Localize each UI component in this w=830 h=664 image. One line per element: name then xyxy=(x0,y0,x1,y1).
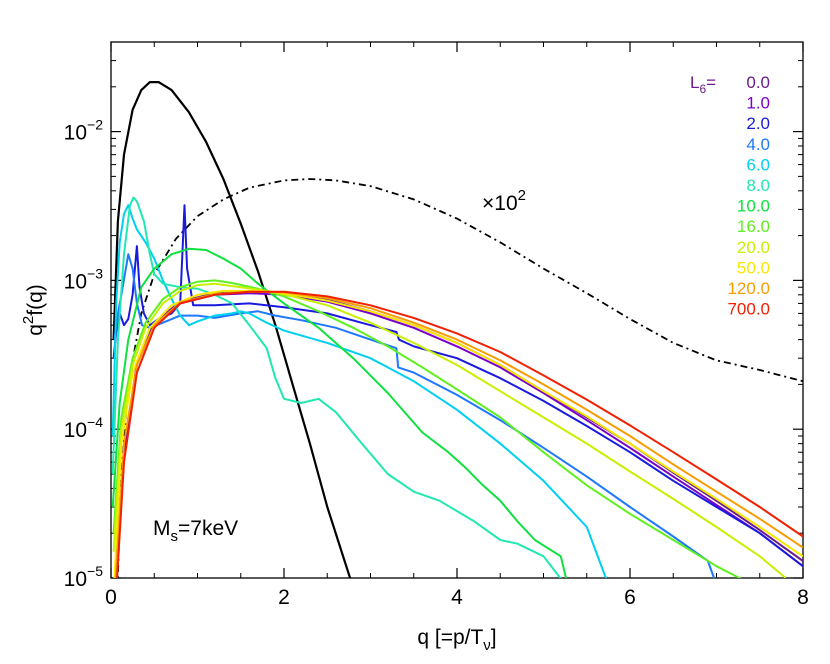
x-tick-label: 4 xyxy=(451,586,463,609)
series-line-L6-16.0 xyxy=(112,279,742,578)
legend-entry: 4.0 xyxy=(746,135,770,154)
legend-entries: 0.0 1.02.0 4.06.0 8.0 10.016.0 20.050.0 120.0 7… xyxy=(727,73,770,319)
x-tick-label: 2 xyxy=(278,586,290,609)
x-axis-title-end: ] xyxy=(491,626,497,649)
legend-entry: 0.0 xyxy=(746,73,770,92)
series-line-L6-8.0 xyxy=(111,196,562,578)
series-line-L6-700.0 xyxy=(116,290,803,578)
legend-entry: 16.0 xyxy=(737,217,770,236)
y-tick-label: 10−2 xyxy=(64,117,104,145)
legend-entry: 20.0 xyxy=(737,238,770,257)
series-line-L6-50.0 xyxy=(113,289,803,578)
y-tick-label: 10−4 xyxy=(64,414,104,442)
y-axis-title-sup: 2 xyxy=(20,316,37,324)
mass-value: =7keV xyxy=(178,517,238,540)
legend-entry: 120.0 xyxy=(727,279,770,298)
legend-entry: 1.0 xyxy=(746,94,770,113)
multiplier-symbol: × xyxy=(482,192,494,215)
series-group xyxy=(111,81,803,578)
series-line-L6-20.0 xyxy=(112,282,787,578)
y-tick-label: 10−5 xyxy=(64,563,104,591)
mass-sub: s xyxy=(171,528,179,545)
x-axis-title: q [=p/Tν] xyxy=(417,626,496,654)
legend-entry: 6.0 xyxy=(746,155,770,174)
y-tick-label: 10−3 xyxy=(64,265,104,293)
legend-title: L6= xyxy=(690,73,716,96)
legend-entry: 700.0 xyxy=(727,300,770,319)
mass-prefix: M xyxy=(153,517,171,540)
x-axis-title-sub: ν xyxy=(483,637,491,654)
legend-title-sub: 6 xyxy=(699,82,706,96)
legend-entry: 50.0 xyxy=(737,258,770,277)
x-tick-label: 8 xyxy=(797,586,809,609)
multiplier-base: 10 xyxy=(494,192,517,215)
series-line-L6-10.0 xyxy=(111,247,568,578)
legend-entry: 8.0 xyxy=(746,176,770,195)
y-axis-title: q2f(q) xyxy=(20,284,47,336)
y-axis-title-main: q xyxy=(24,324,47,336)
series-line-L6-120.0 xyxy=(114,290,803,578)
mass-annotation: Ms=7keV xyxy=(153,517,238,545)
y-axis-title-end: f(q) xyxy=(24,284,47,316)
series-line-L6-4.0 xyxy=(113,253,716,578)
series-line-black xyxy=(112,81,352,578)
multiplier-exp: 2 xyxy=(518,187,526,204)
x-tick-label: 0 xyxy=(105,586,117,609)
legend-title-main: L xyxy=(690,73,699,92)
x-tick-label: 6 xyxy=(624,586,636,609)
axis-ticks: 0 2 4 6 8 10−2 10−3 10−4 10−5 xyxy=(64,41,809,609)
legend-title-end: = xyxy=(706,73,716,92)
legend: L6= 0.0 1.02.0 4.06.0 8.0 10.016.0 20.050.0 12… xyxy=(690,73,770,319)
x-axis-title-main: q [=p/T xyxy=(417,626,483,649)
series-line-L6-6.0 xyxy=(111,204,607,578)
legend-entry: 2.0 xyxy=(746,114,770,133)
multiplier-annotation: ×102 xyxy=(482,187,526,215)
legend-entry: 10.0 xyxy=(737,197,770,216)
